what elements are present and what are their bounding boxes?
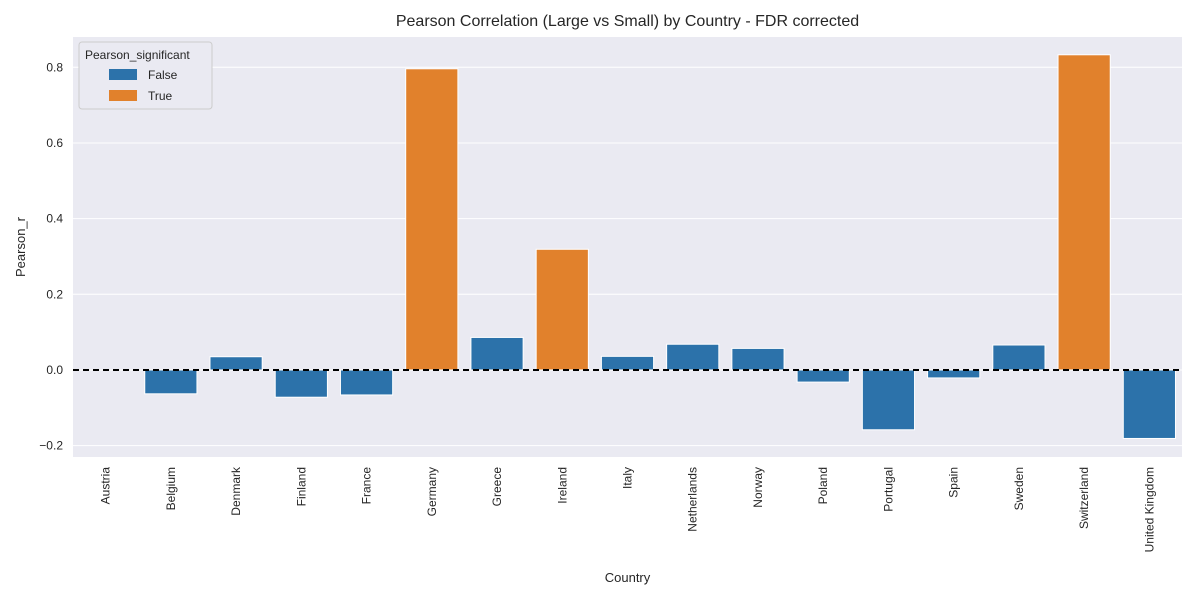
bar-netherlands — [666, 343, 720, 371]
legend-title: Pearson_significant — [85, 48, 190, 62]
legend: Pearson_significant False True — [78, 41, 213, 110]
bar-switzerland — [1057, 54, 1111, 371]
x-tick-label: Portugal — [881, 467, 895, 512]
x-tick-label: Finland — [294, 467, 308, 506]
bar-belgium — [144, 369, 198, 395]
x-tick-label: Greece — [490, 467, 504, 507]
x-tick-label: Netherlands — [686, 467, 700, 532]
bar-united-kingdom — [1122, 369, 1176, 439]
bar-italy — [600, 355, 655, 371]
x-tick-label: Norway — [751, 467, 765, 508]
x-tick-label: Belgium — [164, 467, 178, 510]
x-tick-label: Italy — [621, 467, 635, 489]
x-tick-label: Switzerland — [1077, 467, 1091, 529]
x-tick-label: Ireland — [555, 467, 569, 504]
legend-swatch-false — [109, 69, 137, 80]
legend-label-true: True — [148, 89, 173, 103]
bar-portugal — [861, 369, 916, 431]
plot-background — [73, 37, 1182, 457]
bars — [144, 54, 1176, 439]
y-tick-label: 0.6 — [46, 136, 63, 150]
y-tick-label: 0.8 — [46, 60, 63, 74]
x-tick-label: Poland — [816, 467, 830, 504]
x-tick-label: Sweden — [1012, 467, 1026, 510]
bar-ireland — [535, 248, 589, 371]
bar-poland — [796, 369, 850, 383]
bar-finland — [274, 369, 328, 398]
legend-swatch-true — [109, 90, 137, 101]
x-tick-label: Spain — [947, 467, 961, 498]
x-tick-label: France — [360, 467, 374, 505]
y-tick-label: 0.0 — [46, 363, 63, 377]
x-tick-label: United Kingdom — [1142, 467, 1156, 552]
y-tick-label: −0.2 — [39, 439, 63, 453]
chart-title: Pearson Correlation (Large vs Small) by … — [396, 13, 859, 30]
x-axis-label: Country — [605, 570, 651, 585]
x-tick-label: Denmark — [229, 466, 243, 516]
x-tick-label: Austria — [99, 467, 113, 505]
bar-sweden — [992, 344, 1046, 371]
y-tick-label: 0.4 — [46, 212, 63, 226]
bar-denmark — [209, 356, 263, 371]
legend-label-false: False — [148, 68, 178, 82]
x-axis-ticks: Austria Belgium Denmark Finland France German… — [99, 466, 1157, 552]
bar-norway — [731, 347, 785, 371]
bar-greece — [470, 336, 524, 371]
y-axis-ticks: −0.2 0.0 0.2 0.4 0.6 0.8 — [39, 60, 63, 452]
bar-france — [339, 369, 394, 396]
bar-spain — [927, 369, 981, 379]
y-axis-label: Pearson_r — [13, 216, 28, 277]
x-tick-label: Germany — [425, 467, 439, 516]
bar-germany — [405, 68, 459, 371]
y-tick-label: 0.2 — [46, 287, 63, 301]
